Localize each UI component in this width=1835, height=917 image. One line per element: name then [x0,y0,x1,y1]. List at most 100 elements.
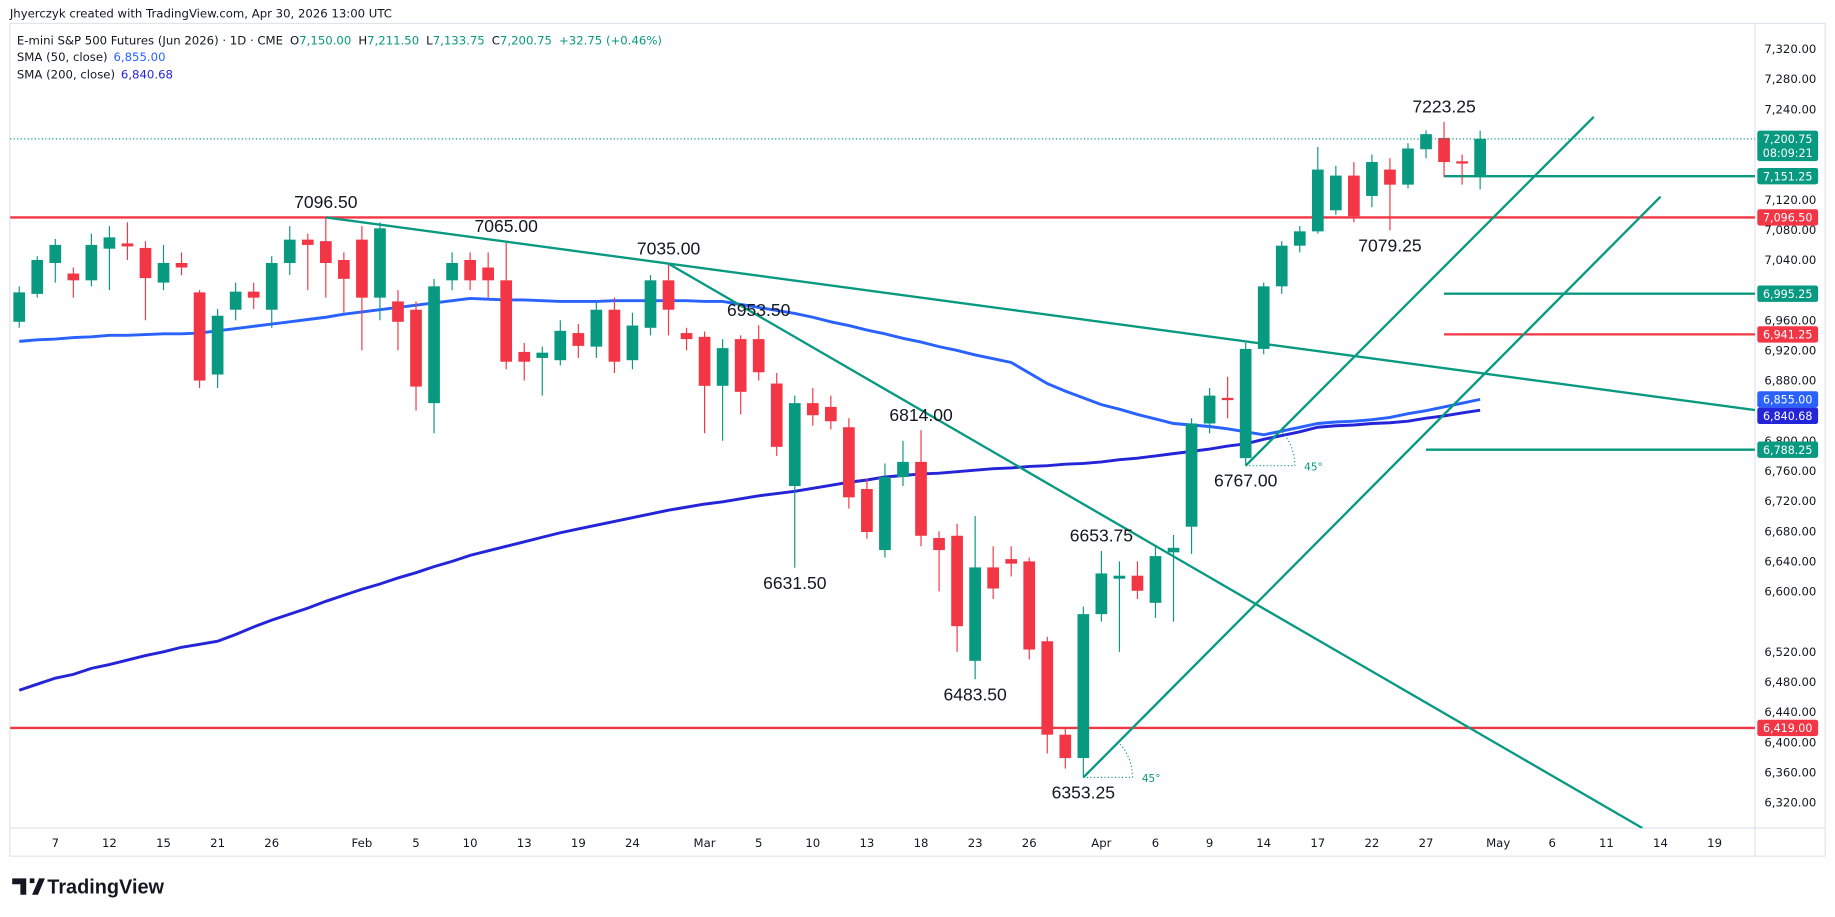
x-tick-label: 14 [1256,836,1271,850]
candle-body [229,291,242,310]
candle-body [536,352,549,358]
x-tick-label: 24 [625,836,640,850]
symbol: E-mini S&P 500 Futures (Jun 2026) · 1D ·… [17,33,283,47]
candle-body [752,339,765,373]
candle-body [644,280,657,328]
angle-label: 45° [1142,773,1161,785]
price-tag-label: 6,840.68 [1763,410,1812,423]
overlay-value: 6,840.68 [121,67,173,81]
candle-body [861,489,873,532]
candle-body [1293,231,1306,246]
candle-body [1384,169,1396,185]
symbol-legend: E-mini S&P 500 Futures (Jun 2026) · 1D ·… [17,33,662,47]
candle-body [915,461,927,536]
candle-body [247,291,260,298]
overlay-layer: 45° 45° 7096.50 7065.00 7035.00 6953.50 6814.0… [294,97,1476,803]
trendline [667,262,1644,829]
change: +32.75 (+0.46%) [559,33,662,47]
x-tick-label: 21 [210,836,225,850]
candle-body [969,567,981,661]
price-annotation: 7035.00 [637,238,701,258]
candle-body [1348,175,1360,217]
candle-body [1059,734,1072,759]
x-tick-label: 26 [1022,836,1037,850]
x-tick-label: 5 [755,836,762,850]
candle-body [1077,614,1090,759]
y-tick-label: 6,760.00 [1764,464,1816,478]
x-tick-label: 11 [1599,836,1614,850]
price-annotation: 7065.00 [475,216,539,236]
x-tick-label: 7 [52,836,59,850]
price-tag-label: 6,419.00 [1763,722,1812,735]
price-tag-label: 7,151.25 [1763,170,1812,183]
candle-body [824,406,837,422]
candle-body [987,567,1000,589]
y-tick-label: 7,120.00 [1764,193,1816,207]
ohlc-value: 7,200.75 [500,33,552,47]
x-tick-label: 26 [264,836,279,850]
candle-body [1131,575,1144,591]
candle-body [1474,138,1486,178]
angle-marker [1083,741,1134,779]
x-tick-label: 14 [1653,836,1668,850]
candle-body [301,239,314,245]
candle-body [283,239,296,263]
brand-logo: TradingView [12,877,165,899]
ohlc-value: 7,211.50 [367,33,419,47]
y-tick-label: 6,720.00 [1764,494,1816,508]
candle-body [554,330,567,361]
candle-body [572,333,585,346]
y-tick-label: 7,040.00 [1764,253,1816,267]
trendline [1082,195,1662,779]
price-tag-label: 7,096.50 [1763,212,1812,225]
x-tick-label: 19 [571,836,586,850]
ohlc-value: 7,150.00 [299,33,351,47]
overlay-name: SMA (200, close) [17,67,115,81]
candle-body [1239,348,1252,459]
price-annotation: 6953.50 [727,300,791,320]
candle-body [698,336,711,386]
angle-label: 45° [1304,461,1323,473]
x-tick-label: 19 [1707,836,1722,850]
x-tick-label: 10 [805,836,820,850]
y-tick-label: 7,320.00 [1764,42,1816,56]
price-annotation: 7079.25 [1358,235,1422,255]
x-tick-label: 13 [517,836,532,850]
x-tick-label: 18 [914,836,929,850]
candle-body [1438,137,1450,163]
price-annotation: 7096.50 [294,192,358,212]
ohlc-value: 7,133.75 [433,33,485,47]
candle-body [482,267,495,281]
price-tag [1757,407,1819,424]
sma-line [19,296,1481,437]
candle-body [139,247,152,279]
price-tag [1757,209,1819,226]
candle-body [1420,134,1432,150]
y-tick-label: 7,280.00 [1764,72,1816,86]
candle-body [13,292,26,322]
overlay-legend: SMA (200, close) 6,840.68 [17,67,173,81]
candle-body [933,538,945,551]
candle-body [626,325,639,361]
y-tick-label: 6,320.00 [1764,796,1816,810]
ohlc-key: O [290,33,299,47]
trendline [325,216,1755,412]
candle-body [1149,556,1162,603]
candle-body [1113,575,1126,579]
candle-body [680,333,693,340]
x-tick-label: 22 [1364,836,1379,850]
x-tick-label: 9 [1206,836,1213,850]
y-tick-label: 7,080.00 [1764,223,1816,237]
price-tag-label: 6,995.25 [1763,288,1812,301]
candle-body [428,286,440,404]
price-annotation: 6653.75 [1070,526,1134,546]
candle-body [1095,573,1108,615]
candle-body [1366,162,1378,196]
price-tag [1757,326,1819,343]
candle-body [662,280,675,310]
price-tag-label: 6,855.00 [1763,393,1812,406]
x-tick-label: 10 [463,836,478,850]
candle-body [716,348,729,386]
candle-body [1005,559,1018,564]
